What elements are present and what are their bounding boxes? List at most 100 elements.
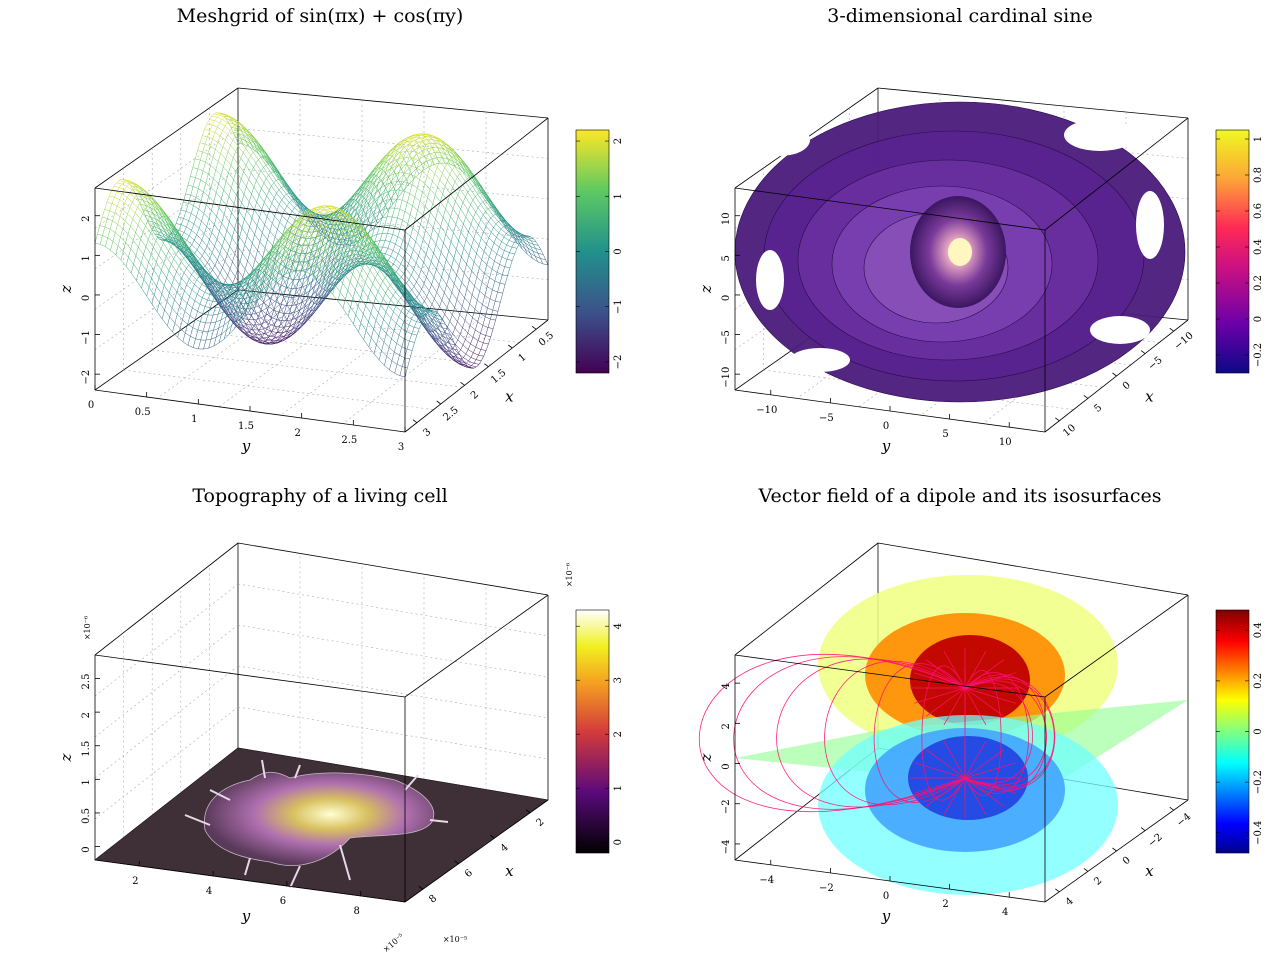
mesh-line [343,245,349,247]
mesh-line [111,203,118,207]
mesh-line [373,328,379,337]
mesh-line [222,146,229,153]
mesh-line [214,265,221,274]
mesh-line [451,355,458,359]
mesh-line [180,239,183,242]
mesh-line [319,263,325,270]
mesh-line [478,186,484,194]
mesh-line [250,141,253,143]
mesh-line [163,285,170,294]
mesh-line [173,232,177,239]
mesh-line [249,337,256,341]
mesh-line [133,264,139,272]
mesh-line [395,185,402,193]
mesh-line [217,122,220,128]
mesh-line [142,209,146,216]
mesh-line [118,180,125,182]
mesh-line [324,208,330,210]
mesh-line [309,263,315,266]
mesh-line [276,173,280,179]
mesh-line [218,283,222,288]
mesh-line [202,251,205,257]
mesh-line [457,194,464,203]
mesh-line [384,365,390,370]
mesh-line [279,222,286,228]
mesh-line [243,186,247,195]
mesh-line [185,247,189,249]
mesh-line [176,284,180,293]
mesh-line [157,219,164,228]
mesh-line [372,183,379,189]
mesh-line [123,179,127,181]
mesh-line [497,272,503,275]
mesh-line [409,193,416,198]
mesh-line [488,221,494,228]
mesh-line [361,181,367,188]
mesh-line [303,244,309,252]
mesh-line [365,282,371,291]
mesh-line [404,211,411,215]
mesh-line [287,185,291,192]
mesh-line [251,137,255,144]
mesh-line [223,321,230,326]
mesh-line [168,221,175,229]
mesh-line [115,232,121,238]
mesh-line [220,153,226,160]
mesh-line [182,332,186,342]
mesh-line [155,254,159,263]
mesh-line [227,288,231,294]
mesh-line [169,223,176,233]
mesh-line [137,202,141,208]
mesh-line [237,261,241,270]
mesh-line [180,209,187,212]
mesh-line [243,318,249,320]
mesh-line [175,250,179,255]
mesh-line [179,284,185,292]
mesh-line [204,136,208,144]
mesh-line [200,170,204,180]
mesh-line [248,133,255,139]
mesh-line [270,327,277,332]
mesh-line [285,186,289,188]
mesh-line [399,355,405,358]
mesh-line [199,259,206,267]
mesh-line [134,194,138,198]
mesh-line [459,173,466,182]
mesh-line [313,218,317,224]
mesh-line [221,113,224,117]
mesh-line [223,286,230,290]
mesh-line [265,163,269,166]
mesh-line [220,298,224,301]
mesh-line [149,195,152,198]
mesh-line [116,191,123,195]
mesh-line [351,197,358,205]
mesh-line [226,230,233,238]
mesh-line [487,307,493,311]
mesh-line [490,207,496,215]
mesh-line [94,242,101,245]
mesh-line [427,175,433,182]
mesh-line [287,188,293,197]
mesh-line [468,231,474,239]
mesh-line [346,230,353,234]
mesh-line [492,289,498,293]
mesh-line [248,179,255,188]
mesh-line [457,339,464,346]
mesh-line [240,158,247,166]
box-edge [94,289,239,391]
mesh-line [447,158,453,162]
mesh-line [383,164,390,171]
mesh-line [462,202,469,211]
mesh-line [404,357,410,360]
mesh-line [202,292,205,298]
mesh-line [370,191,377,198]
mesh-line [210,336,217,340]
mesh-line [275,257,281,265]
mesh-line [520,235,526,239]
mesh-line [200,191,204,201]
mesh-line [367,197,374,204]
mesh-line [506,244,512,248]
mesh-line [265,285,271,292]
mesh-line [109,195,115,198]
mesh-line [270,171,274,174]
